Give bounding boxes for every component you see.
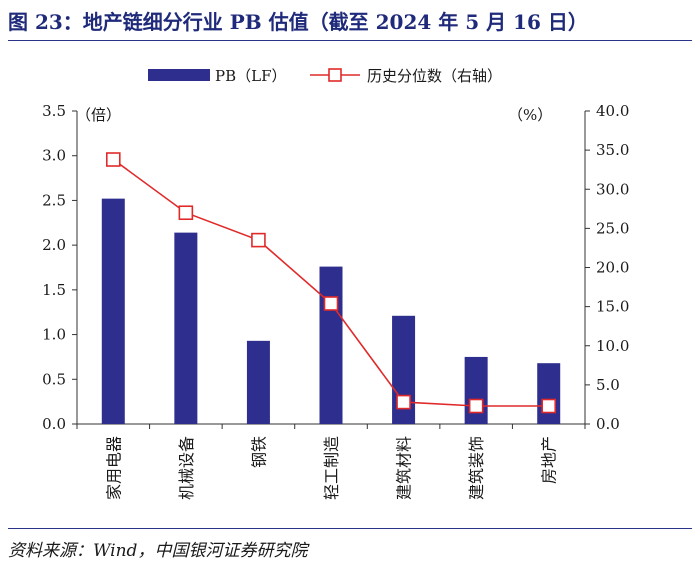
legend-bar-label: PB（LF） (215, 67, 287, 85)
page-title: 图 23：地产链细分行业 PB 估值（截至 2024 年 5 月 16 日） (8, 10, 588, 34)
category-labels: 家用电器 机械设备 钢铁 轻工制造 建筑材料 建筑装饰 房地产 (104, 436, 558, 500)
right-tick-label: 5.0 (596, 376, 620, 394)
right-tick-label: 10.0 (596, 337, 629, 355)
category-label: 房地产 (540, 436, 559, 484)
left-axis-ticks: 0.0 0.5 1.0 1.5 2.0 2.5 3.0 3.5 (42, 102, 77, 433)
right-axis-unit: （%） (508, 106, 552, 124)
legend: PB（LF） 历史分位数（右轴） (148, 67, 502, 85)
right-tick-label: 20.0 (596, 259, 629, 277)
legend-bar-swatch (148, 69, 210, 81)
percentile-point-机械设备 (178, 205, 194, 221)
left-tick-label: 0.5 (42, 370, 66, 388)
category-label: 钢铁 (249, 436, 268, 468)
bar-房地产 (537, 363, 561, 424)
right-tick-label: 0.0 (596, 415, 620, 433)
bar-钢铁 (246, 340, 270, 424)
category-label: 机械设备 (177, 436, 196, 500)
right-tick-label: 25.0 (596, 219, 629, 237)
bar-机械设备 (174, 232, 198, 424)
right-tick-label: 35.0 (596, 141, 629, 159)
left-tick-label: 0.0 (42, 415, 66, 433)
bar-轻工制造 (319, 266, 343, 424)
category-label: 轻工制造 (322, 436, 341, 500)
source-note: 资料来源：Wind，中国银河证券研究院 (8, 541, 308, 561)
category-label: 建筑材料 (395, 436, 414, 500)
legend-line-label: 历史分位数（右轴） (367, 67, 502, 85)
bar-家用电器 (101, 198, 125, 424)
percentile-point-建筑材料 (396, 394, 411, 410)
line-series (105, 152, 557, 414)
bar-建筑装饰 (464, 356, 488, 424)
left-tick-label: 2.5 (42, 191, 66, 209)
right-tick-label: 15.0 (596, 298, 629, 316)
source-divider (8, 528, 692, 529)
left-axis-unit: （倍） (76, 106, 121, 124)
percentile-point-家用电器 (105, 152, 121, 167)
percentile-point-钢铁 (251, 232, 266, 248)
percentile-point-轻工制造 (323, 296, 339, 311)
right-tick-label: 40.0 (596, 102, 629, 120)
right-axis-ticks: 0.0 5.0 10.0 15.0 20.0 25.0 30.0 35.0 40.0 (585, 102, 629, 433)
left-tick-label: 1.5 (42, 281, 66, 299)
percentile-point-建筑装饰 (468, 398, 484, 414)
title-divider (8, 40, 692, 41)
left-tick-label: 3.0 (42, 147, 66, 165)
legend-line-marker (328, 68, 342, 82)
bar-series (101, 198, 561, 424)
category-label: 建筑装饰 (467, 436, 486, 500)
category-label: 家用电器 (104, 436, 123, 500)
percentile-point-房地产 (541, 398, 557, 414)
left-tick-label: 1.0 (42, 326, 66, 344)
right-tick-label: 30.0 (596, 180, 629, 198)
left-tick-label: 2.0 (42, 236, 66, 254)
left-tick-label: 3.5 (42, 102, 66, 120)
